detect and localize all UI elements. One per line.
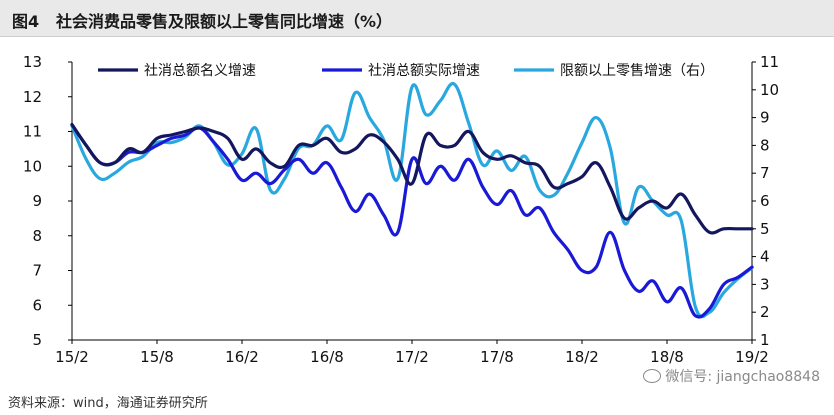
y-left-tick-label: 6 — [32, 296, 42, 314]
x-tick-label: 17/8 — [480, 348, 514, 366]
x-tick-label: 16/8 — [310, 348, 344, 366]
chart-legend: 社消总额名义增速 社消总额实际增速 限额以上零售增速（右） — [98, 63, 714, 79]
y-right-tick-label: 9 — [760, 109, 770, 127]
y-right-tick-label: 7 — [760, 164, 770, 182]
y-right-tick-label: 8 — [760, 136, 770, 154]
series-line-2 — [70, 81, 754, 319]
legend-label-1: 社消总额实际增速 — [368, 63, 480, 79]
source-note: 资料来源：wind，海通证券研究所 — [8, 396, 208, 411]
y-right-tick-label: 10 — [760, 81, 779, 99]
chart-title: 社会消费品零售及限额以上零售同比增速（%） — [56, 12, 393, 31]
series-line-1 — [70, 123, 754, 319]
y-right-tick-label: 4 — [760, 248, 770, 266]
watermark-text: 微信号: jiangchao8848 — [665, 369, 820, 385]
x-tick-label: 19/2 — [735, 348, 769, 366]
y-left-tick-label: 5 — [32, 331, 42, 349]
x-tick-label: 18/2 — [565, 348, 599, 366]
y-right-tick-label: 2 — [760, 303, 770, 321]
x-tick-label: 16/2 — [225, 348, 259, 366]
y-left-tick-label: 8 — [32, 227, 42, 245]
y-right-tick-label: 5 — [760, 220, 770, 238]
y-left-tick-label: 13 — [23, 53, 42, 71]
y-right-tick-label: 11 — [760, 53, 779, 71]
title-bar: 图4 社会消费品零售及限额以上零售同比增速（%） — [0, 0, 834, 37]
wechat-icon — [643, 369, 662, 383]
y-left-tick-label: 10 — [23, 157, 42, 175]
figure-label: 图4 — [12, 12, 40, 31]
x-tick-label: 15/8 — [140, 348, 174, 366]
y-left-tick-label: 11 — [23, 123, 42, 141]
y-right-tick-label: 6 — [760, 192, 770, 210]
series-line-0 — [70, 123, 754, 235]
y-left-tick-label: 7 — [32, 262, 42, 280]
watermark: 微信号: jiangchao8848 — [643, 366, 820, 386]
x-tick-label: 17/2 — [395, 348, 429, 366]
x-tick-label: 18/8 — [650, 348, 684, 366]
y-left-tick-label: 12 — [23, 88, 42, 106]
y-left-tick-label: 9 — [32, 192, 42, 210]
y-right-tick-label: 3 — [760, 275, 770, 293]
y-right-tick-label: 1 — [760, 331, 770, 349]
chart-series — [70, 81, 754, 319]
legend-label-0: 社消总额名义增速 — [144, 63, 256, 79]
x-tick-label: 15/2 — [55, 348, 89, 366]
legend-label-2: 限额以上零售增速（右） — [560, 63, 714, 79]
